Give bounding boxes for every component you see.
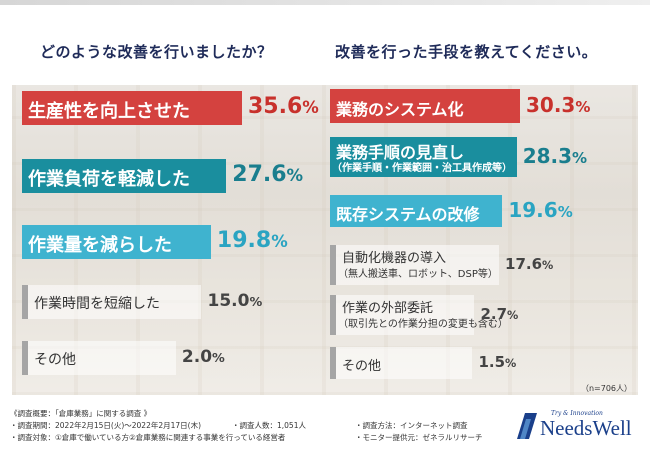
bar-strip [330,295,336,335]
value-number: 2.7 [480,304,508,323]
bar: 業務のシステム化 30.3% [330,89,590,123]
value-number: 19.8 [216,228,272,253]
bar-value-label: 1.5% [478,353,516,371]
value-unit: % [572,149,588,167]
bar-fill [330,347,473,379]
bar-label: 既存システムの改修 [336,205,480,224]
bar-label: 作業負荷を軽減した [28,169,190,190]
value-number: 15.0 [207,290,250,311]
bar-value-label: 2.0% [182,347,225,367]
bar-value-label: 19.8% [217,228,288,253]
bar-value-label: 17.6% [505,255,553,273]
value-unit: % [575,98,591,116]
bar-value-label: 19.6% [508,198,572,222]
bar-value-label: 35.6% [248,94,319,119]
value-number: 1.5 [478,352,506,371]
bar: その他 2.0% [22,341,225,375]
chart-right: 業務のシステム化 30.3% 業務手順の見直し （作業手順・作業範囲・治工具作成等） 2… [12,85,638,395]
bar-fill [330,195,503,227]
logo-name: NeedsWell [540,416,632,440]
bar-fill [22,159,227,193]
logo-tagline: Try & Innovation [551,410,603,417]
value-unit: % [507,308,519,322]
value-unit: % [271,232,288,251]
bar: 生産性を向上させた 35.6% [22,91,319,125]
bar: 自動化機器の導入 （無人搬送車、ロボット、DSP等） 17.6% [330,245,553,285]
bar-strip [22,285,28,319]
survey-period: ・調査期間：2022年2月15日(火)〜2022年2月17日(木) [10,421,202,430]
question-right: 改善を行った手段を教えてください。 [335,43,598,61]
survey-method: ・調査方法：インターネット調査 [355,421,468,430]
bar-sublabel: （取引先との作業分担の変更も含む） [338,319,508,330]
bar-value-label: 30.3% [526,93,590,117]
bar-label: 自動化機器の導入 [342,251,447,266]
bar-fill [22,341,176,375]
bar-strip [22,341,28,375]
bar-value-label: 15.0% [207,291,262,311]
chart-area: 生産性を向上させた 35.6% 作業負荷を軽減した 27.6% 作業量を減らした 19.8… [12,85,638,395]
bar-fill [330,245,500,285]
bar: 作業量を減らした 19.8% [22,225,288,259]
bar-label: 業務手順の見直し [336,143,465,162]
survey-overview-title: 《調査概要：「倉庫業務」に関する調査 》 [10,409,152,418]
value-unit: % [302,98,319,117]
bar: 作業の外部委託 （取引先との作業分担の変更も含む） 2.7% [330,295,518,335]
value-number: 17.6 [505,254,543,273]
bar: 作業時間を短縮した 15.0% [22,285,262,319]
bar-fill [22,285,202,319]
value-unit: % [505,356,517,370]
value-number: 28.3 [522,144,573,168]
chart-left: 生産性を向上させた 35.6% 作業負荷を軽減した 27.6% 作業量を減らした 19.8… [12,85,638,395]
survey-provider: ・モニター提供元：ゼネラルリサーチ [355,433,483,442]
bar-strip [330,347,336,379]
survey-target: ・調査対象：①倉庫で働いている方②倉庫業務に関連する事業を行っている経営者 [10,433,286,442]
needswell-logo-icon [517,413,537,439]
bar-label: その他 [342,358,382,374]
bar-fill [330,137,517,177]
bar-strip [330,245,336,285]
bar-label: 業務のシステム化 [336,100,464,119]
value-number: 30.3 [526,93,576,117]
value-unit: % [542,258,554,272]
bar-label: 作業量を減らした [28,235,172,256]
bar-fill [22,225,211,259]
bar-fill [330,89,520,123]
bar-value-label: 28.3% [523,144,587,168]
bar-label: 生産性を向上させた [28,101,190,122]
bar: 業務手順の見直し （作業手順・作業範囲・治工具作成等） 28.3% [330,137,587,177]
value-number: 19.6 [508,198,558,222]
survey-people: ・調査人数：1,051人 [232,421,306,430]
header: どのような改善を行いましたか？ 改善を行った手段を教えてください。 [0,5,650,85]
bar-label: その他 [34,352,76,368]
top-accent-bar [0,0,650,5]
value-unit: % [212,350,225,366]
bar-label: 作業の外部委託 [342,301,434,316]
bar-sublabel: （無人搬送車、ロボット、DSP等） [338,269,498,280]
bar-value-label: 2.7% [480,305,518,323]
value-number: 35.6 [248,94,303,119]
sample-size-note: （n=706人） [580,384,632,393]
question-left: どのような改善を行いましたか？ [40,43,273,61]
value-unit: % [286,166,304,185]
value-unit: % [249,294,263,310]
value-unit: % [557,203,573,221]
bar: その他 1.5% [330,347,516,379]
bar: 既存システムの改修 19.6% [330,195,573,227]
value-number: 2.0 [181,346,213,367]
bar-value-label: 27.6% [232,162,303,187]
footer [0,395,650,450]
bar-fill [22,91,242,125]
bar: 作業負荷を軽減した 27.6% [22,159,303,193]
bar-label: 作業時間を短縮した [34,296,160,312]
bar-fill [330,295,475,335]
bar-sublabel: （作業手順・作業範囲・治工具作成等） [332,163,512,174]
value-number: 27.6 [232,162,287,187]
